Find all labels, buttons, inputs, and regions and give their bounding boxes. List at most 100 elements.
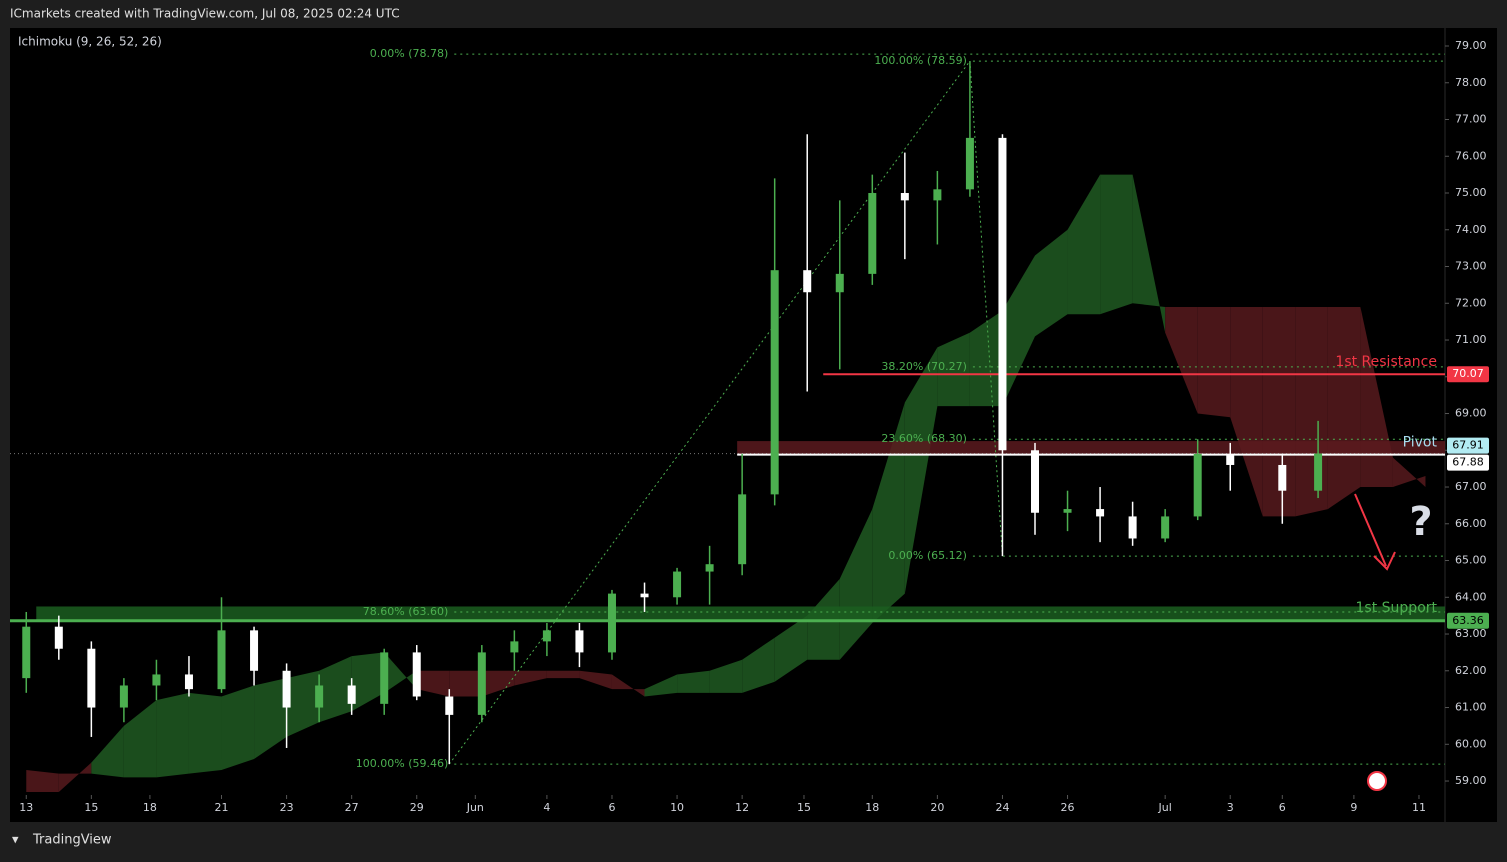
level-price-tag-bg: [1447, 454, 1489, 471]
x-tick-label: 3: [1227, 801, 1234, 814]
candle-body: [933, 189, 942, 201]
candle-body: [1128, 516, 1137, 539]
cloud-segment: [319, 656, 352, 723]
candle-body: [380, 652, 389, 704]
level-price-tag-bg: [1447, 612, 1489, 629]
y-tick-label: 62.00: [1455, 664, 1487, 677]
y-tick-label: 60.00: [1455, 737, 1487, 750]
cloud-segment: [677, 670, 710, 693]
x-tick-label: 21: [215, 801, 229, 814]
x-tick-label: 27: [345, 801, 359, 814]
x-tick-label: 18: [865, 801, 879, 814]
cloud-segment: [351, 652, 385, 712]
cloud-segment: [872, 402, 905, 624]
cloud-segment: [1392, 457, 1426, 488]
candle-body: [22, 626, 31, 679]
arrow-head: [1373, 551, 1396, 571]
fib-label: 100.00% (59.46): [356, 757, 449, 770]
candle-body: [412, 652, 421, 697]
x-tick-label: 12: [735, 801, 749, 814]
y-tick-label: 61.00: [1455, 701, 1487, 714]
level-zone: [36, 606, 1445, 621]
cloud-segment: [546, 670, 580, 679]
candle-body: [900, 193, 909, 201]
x-tick-label: 13: [19, 801, 33, 814]
annotation: ?: [1409, 499, 1432, 545]
fib-label: 0.00% (65.12): [888, 549, 967, 562]
candle-body: [1063, 509, 1072, 513]
candle-body: [770, 270, 779, 495]
cloud-segment: [1197, 306, 1231, 418]
cloud-segment: [1262, 306, 1296, 517]
candle-body: [152, 674, 161, 686]
x-tick-label: 10: [670, 801, 684, 814]
cloud-segment: [1035, 229, 1068, 337]
cloud-segment: [742, 637, 775, 693]
cloud-segment: [188, 692, 222, 774]
plot: 59.00 60.00 61.00 62.00 63.00 64.00 65.00 66.00…: [10, 39, 1489, 814]
x-tick-label: 29: [410, 801, 424, 814]
x-tick-label: 6: [1279, 801, 1286, 814]
cloud-segment: [937, 332, 970, 407]
candle-body: [1226, 453, 1235, 465]
cloud-segment: [1165, 306, 1198, 414]
level-label: 1st Support: [1356, 600, 1438, 616]
cloud-segment: [26, 770, 59, 793]
y-tick-label: 69.00: [1455, 407, 1487, 420]
x-tick-label: Jul: [1158, 801, 1172, 814]
level-price-tag: 63.36: [1452, 614, 1484, 627]
y-tick-label: 76.00: [1455, 149, 1487, 162]
candle-body: [1314, 453, 1323, 491]
candle-body: [575, 630, 584, 653]
fib-trendline: [448, 60, 971, 765]
x-tick-label: 6: [608, 801, 615, 814]
y-tick-label: 64.00: [1455, 590, 1487, 603]
candle-body: [835, 273, 844, 293]
cloud-segment: [1002, 255, 1035, 407]
cloud-segment: [286, 670, 320, 737]
cloud-segment: [416, 670, 450, 697]
cloud-segment: [579, 670, 612, 690]
candle-body: [1096, 509, 1105, 517]
cloud-segment: [254, 678, 287, 759]
candle-body: [1161, 516, 1170, 539]
candle-body: [347, 685, 356, 704]
x-tick-label: Jun: [466, 801, 484, 814]
x-tick-label: 23: [280, 801, 294, 814]
level-label: Pivot: [1403, 435, 1438, 451]
y-tick-label: 74.00: [1455, 223, 1487, 236]
y-tick-label: 77.00: [1455, 113, 1487, 126]
candle-body: [477, 652, 486, 715]
fib-label: 78.60% (63.60): [363, 605, 449, 618]
last-price-tag-bg: [1447, 437, 1489, 454]
header-title: ICmarkets created with TradingView.com, …: [10, 7, 400, 21]
cloud-segment: [1100, 174, 1133, 315]
x-tick-label: 24: [995, 801, 1009, 814]
cloud-segment: [221, 685, 255, 771]
x-tick-label: 26: [1061, 801, 1075, 814]
x-tick-label: 15: [797, 801, 811, 814]
fib-label: 38.20% (70.27): [881, 360, 967, 373]
x-tick-label: 4: [543, 801, 550, 814]
y-tick-label: 73.00: [1455, 260, 1487, 273]
cloud-segment: [481, 670, 515, 697]
level-price-tag: 67.88: [1452, 456, 1484, 469]
footer-brand: TradingView: [32, 833, 112, 848]
cloud-segment: [514, 670, 547, 686]
indicator-label: Ichimoku (9, 26, 52, 26): [18, 35, 162, 49]
candle-body: [1193, 453, 1202, 517]
cloud-segment: [1327, 306, 1361, 510]
candle-body: [119, 685, 128, 708]
cloud-segment: [774, 615, 808, 682]
x-tick-label: 9: [1350, 801, 1357, 814]
candle-body: [1278, 464, 1287, 491]
candle-body: [803, 270, 812, 293]
y-tick-label: 65.00: [1455, 554, 1487, 567]
level-label: 1st Resistance: [1335, 354, 1437, 370]
cloud-segment: [1067, 174, 1101, 315]
candle-body: [607, 593, 616, 653]
cloud-segment: [1230, 306, 1263, 517]
y-tick-label: 75.00: [1455, 186, 1487, 199]
last-price-tag: 67.91: [1452, 439, 1484, 452]
